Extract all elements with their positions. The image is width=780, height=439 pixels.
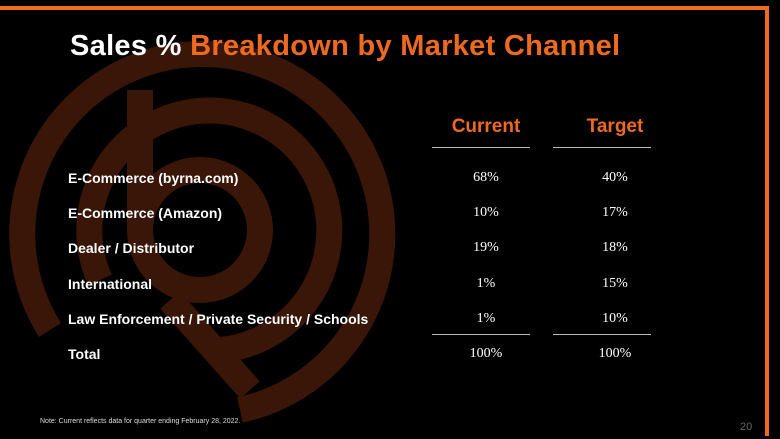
total-divider-current [432,334,530,335]
row-label-ecommerce-byrna: E-Commerce (byrna.com) [68,170,239,186]
row-label-total: Total [68,346,101,362]
column-underline-current [432,147,530,148]
row-label-dealer-distributor: Dealer / Distributor [68,240,195,256]
column-header-current: Current [451,116,521,137]
cell-current-ecommerce-byrna: 68% [473,170,499,185]
cell-current-ecommerce-amazon: 10% [473,205,499,220]
cell-current-total: 100% [469,346,503,361]
row-label-ecommerce-amazon: E-Commerce (Amazon) [68,205,223,221]
row-label-international: International [68,276,153,292]
cell-target-ecommerce-byrna: 40% [602,170,628,185]
logo-watermark-icon [9,41,396,423]
title-accent-text: Breakdown by Market Channel [190,30,621,62]
accent-line-corner [655,6,767,10]
cell-target-dealer-distributor: 18% [602,240,628,255]
cell-target-ecommerce-amazon: 17% [602,205,628,220]
cell-target-total: 100% [598,346,632,361]
cell-target-international: 15% [602,276,628,291]
title-white-text: Sales % [70,30,182,62]
total-divider-target [553,334,651,335]
cell-target-law-enforcement: 10% [602,311,628,326]
slide-title: Sales % Breakdown by Market Channel [70,30,620,63]
column-header-target: Target [586,116,644,137]
accent-line-top [0,6,655,10]
cell-current-international: 1% [476,276,496,291]
column-underline-target [553,147,651,148]
page-number: 20 [740,421,753,433]
row-label-law-enforcement: Law Enforcement / Private Security / Sch… [68,311,369,327]
accent-line-right [765,6,769,436]
cell-current-dealer-distributor: 19% [473,240,499,255]
cell-current-law-enforcement: 1% [476,311,496,326]
footnote: Note: Current reflects data for quarter … [40,418,241,425]
